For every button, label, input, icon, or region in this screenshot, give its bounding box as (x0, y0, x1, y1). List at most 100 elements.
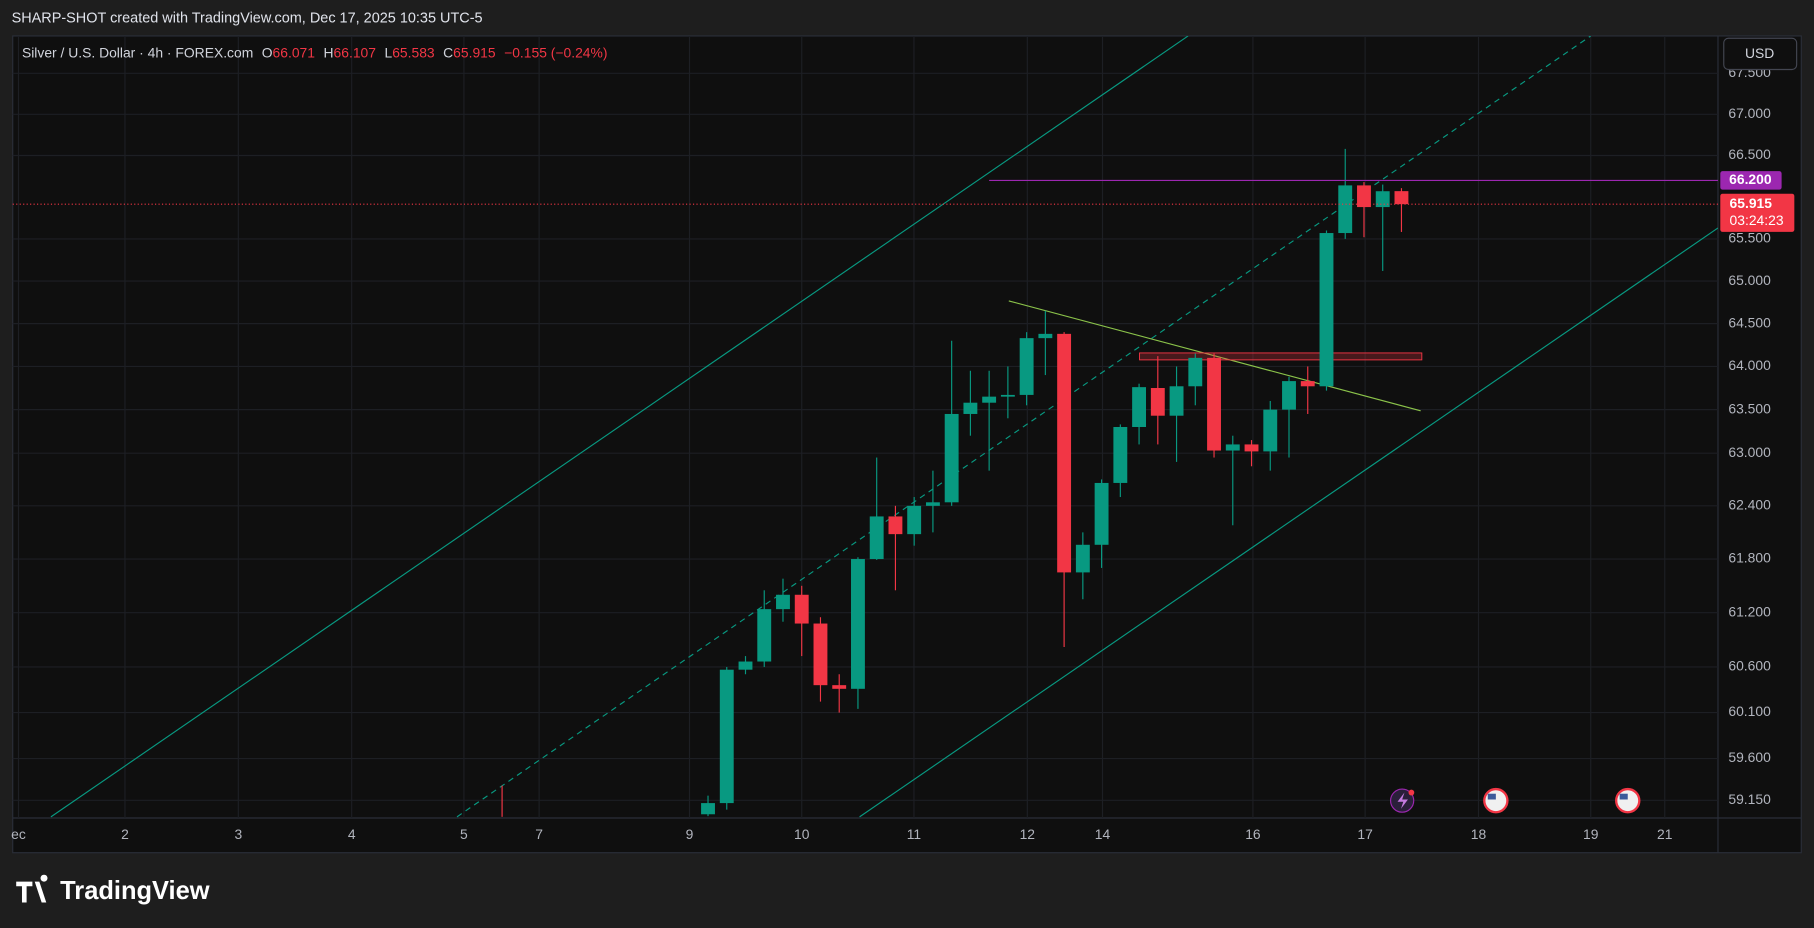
y-tick-label: 63.000 (1728, 444, 1771, 460)
x-tick-label: 19 (1583, 826, 1599, 842)
y-tick-label: 60.600 (1728, 658, 1771, 674)
x-tick-label: 3 (234, 826, 242, 842)
zone (1139, 352, 1423, 361)
candle-body (1075, 544, 1090, 573)
candle-body (1150, 388, 1165, 416)
legend-change: −0.155 (−0.24%) (504, 44, 607, 60)
candle-body (963, 402, 978, 414)
y-tick-label: 66.500 (1728, 146, 1771, 162)
candle-body (1188, 357, 1203, 387)
drawings (50, 35, 1718, 818)
candle-body (1375, 191, 1390, 208)
candle-body (776, 594, 790, 610)
candle-body (701, 803, 715, 815)
legend-value: 65.583 (392, 44, 435, 60)
logo-text[interactable]: TradingView (60, 877, 210, 905)
horizontal-line-box (1720, 171, 1782, 190)
candle-body (1282, 381, 1296, 410)
x-tick-label: 11 (907, 826, 922, 842)
candle-body (944, 413, 959, 503)
x-tick-label: 14 (1095, 826, 1111, 842)
y-tick-label: 59.600 (1728, 749, 1771, 765)
candle-body (1319, 233, 1334, 387)
x-tick-label: 4 (348, 826, 356, 842)
y-tick-label: 64.500 (1728, 314, 1771, 330)
x-tick-label: 7 (535, 826, 543, 842)
legend-label: C (443, 44, 453, 60)
candle-body (1394, 191, 1409, 205)
legend: Silver / U.S. Dollar · 4h · FOREX.com O6… (22, 44, 607, 60)
flag (1487, 793, 1496, 800)
x-tick-label: 18 (1471, 826, 1487, 842)
symbol: Silver / U.S. Dollar · 4h · FOREX.com (22, 44, 253, 60)
candle-body (1338, 185, 1353, 234)
currency-label[interactable]: USD (1745, 45, 1774, 61)
candle-body (1038, 333, 1053, 339)
y-tick-label: 67.000 (1728, 105, 1771, 121)
x-tick-label: 12 (1020, 826, 1036, 842)
candle-body (888, 516, 903, 535)
candle-body (719, 669, 734, 804)
legend-value: 65.915 (453, 44, 496, 60)
x-tick-label: 9 (686, 826, 694, 842)
candle-body (813, 623, 828, 686)
channel-lower (859, 227, 1718, 818)
horizontal-line-label: 66.200 (1729, 171, 1772, 187)
candle-body (869, 516, 884, 560)
candle-body (851, 559, 865, 689)
grid (12, 35, 1718, 819)
legend-label: H (324, 44, 334, 60)
chart-panel (12, 35, 1802, 854)
y-tick-label: 61.800 (1728, 550, 1771, 566)
x-tick-label: 21 (1657, 826, 1673, 842)
currency-button[interactable] (1723, 37, 1798, 71)
legend-label: O (262, 44, 273, 60)
y-tick-label: 65.500 (1728, 230, 1771, 246)
countdown: 03:24:23 (1730, 212, 1784, 228)
last-price-box (1720, 193, 1795, 232)
logo-icon (16, 874, 48, 903)
event-icon[interactable] (1483, 787, 1509, 814)
candle-body (757, 609, 772, 662)
legend-label: L (384, 44, 392, 60)
legend-value: 66.107 (334, 44, 377, 60)
x-tick-label: 10 (794, 826, 810, 842)
y-tick-label: 65.000 (1728, 272, 1771, 288)
y-tick-label: 59.150 (1728, 791, 1771, 807)
candle-body (907, 505, 922, 535)
trend-line (1008, 300, 1421, 412)
x-tick-label: ec (11, 826, 26, 842)
x-tick-label: 2 (121, 826, 129, 842)
header-title: SHARP-SHOT created with TradingView.com,… (12, 10, 483, 26)
candle-body (1132, 387, 1147, 428)
y-tick-label: 64.000 (1728, 357, 1771, 373)
candle-body (1169, 386, 1184, 416)
candle-body (925, 502, 940, 506)
legend-value: 66.071 (273, 44, 316, 60)
channel-middle (456, 35, 1592, 818)
y-tick-label: 63.500 (1728, 400, 1771, 416)
candle-body (1357, 185, 1371, 208)
y-tick-label: 60.100 (1728, 703, 1771, 719)
candle-body (1244, 444, 1259, 452)
event-bolt (1397, 792, 1408, 809)
candle-body (738, 661, 753, 670)
candle-body (1057, 333, 1072, 573)
event-icons (1390, 787, 1641, 814)
event-icon[interactable] (1615, 787, 1641, 814)
candles (701, 148, 1409, 817)
candle-body (1263, 409, 1278, 452)
candle-body (1225, 444, 1240, 451)
y-tick-label: 61.200 (1728, 603, 1771, 619)
candle-body (1019, 338, 1034, 395)
last-price-label: 65.915 (1730, 195, 1773, 211)
event-dot (1408, 789, 1415, 796)
candle-body (1207, 357, 1221, 451)
y-tick-label: 62.400 (1728, 497, 1771, 513)
x-tick-label: 17 (1357, 826, 1373, 842)
candle-body (794, 594, 809, 624)
channel-upper (50, 35, 1189, 818)
candle-body (1113, 427, 1128, 483)
